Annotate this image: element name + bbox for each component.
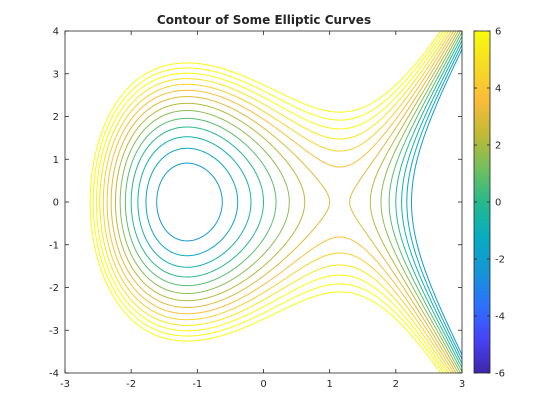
chart-title: Contour of Some Elliptic Curves (157, 13, 371, 27)
colorbar-tick-label: 0 (495, 198, 501, 209)
y-tick-label: 1 (53, 155, 59, 166)
contour-level (119, 31, 461, 373)
x-tick-label: 0 (260, 379, 266, 390)
y-tick-label: 0 (53, 198, 59, 209)
y-tick-label: -2 (49, 283, 59, 294)
contour-level (95, 31, 447, 373)
contour-lines (89, 31, 462, 373)
contour-level (110, 31, 457, 373)
colorbar-tick-label: 2 (495, 141, 501, 152)
contour-level (106, 31, 455, 373)
y-tick-label: -3 (49, 326, 59, 337)
x-tick-label: 3 (459, 379, 465, 390)
y-tick-label: 2 (53, 112, 59, 123)
y-tick-label: -1 (49, 240, 59, 251)
x-tick-label: -2 (126, 379, 136, 390)
colorbar-axis: -6 -4 -2 0 2 4 6 (474, 27, 505, 380)
x-axis: -3 -2 -1 0 1 2 3 (60, 31, 465, 390)
contour-level (99, 31, 450, 373)
contour-level (89, 31, 442, 373)
y-tick-label: 4 (53, 27, 59, 38)
colorbar-tick-label: 6 (495, 27, 501, 38)
contour-level (102, 31, 452, 373)
contour-level (114, 31, 459, 373)
colorbar-tick-label: -6 (495, 369, 505, 380)
x-tick-label: -3 (60, 379, 70, 390)
y-tick-label: -4 (49, 369, 59, 380)
y-tick-label: 3 (53, 69, 59, 80)
x-tick-label: -1 (192, 379, 202, 390)
x-tick-label: 2 (393, 379, 399, 390)
colorbar-tick-label: 4 (495, 84, 501, 95)
colorbar-tick-label: -4 (495, 312, 505, 323)
colorbar-tick-label: -2 (495, 255, 505, 266)
x-tick-label: 1 (326, 379, 332, 390)
contour-level (92, 31, 444, 373)
y-axis: -4 -3 -2 -1 0 1 2 3 4 (49, 27, 462, 380)
